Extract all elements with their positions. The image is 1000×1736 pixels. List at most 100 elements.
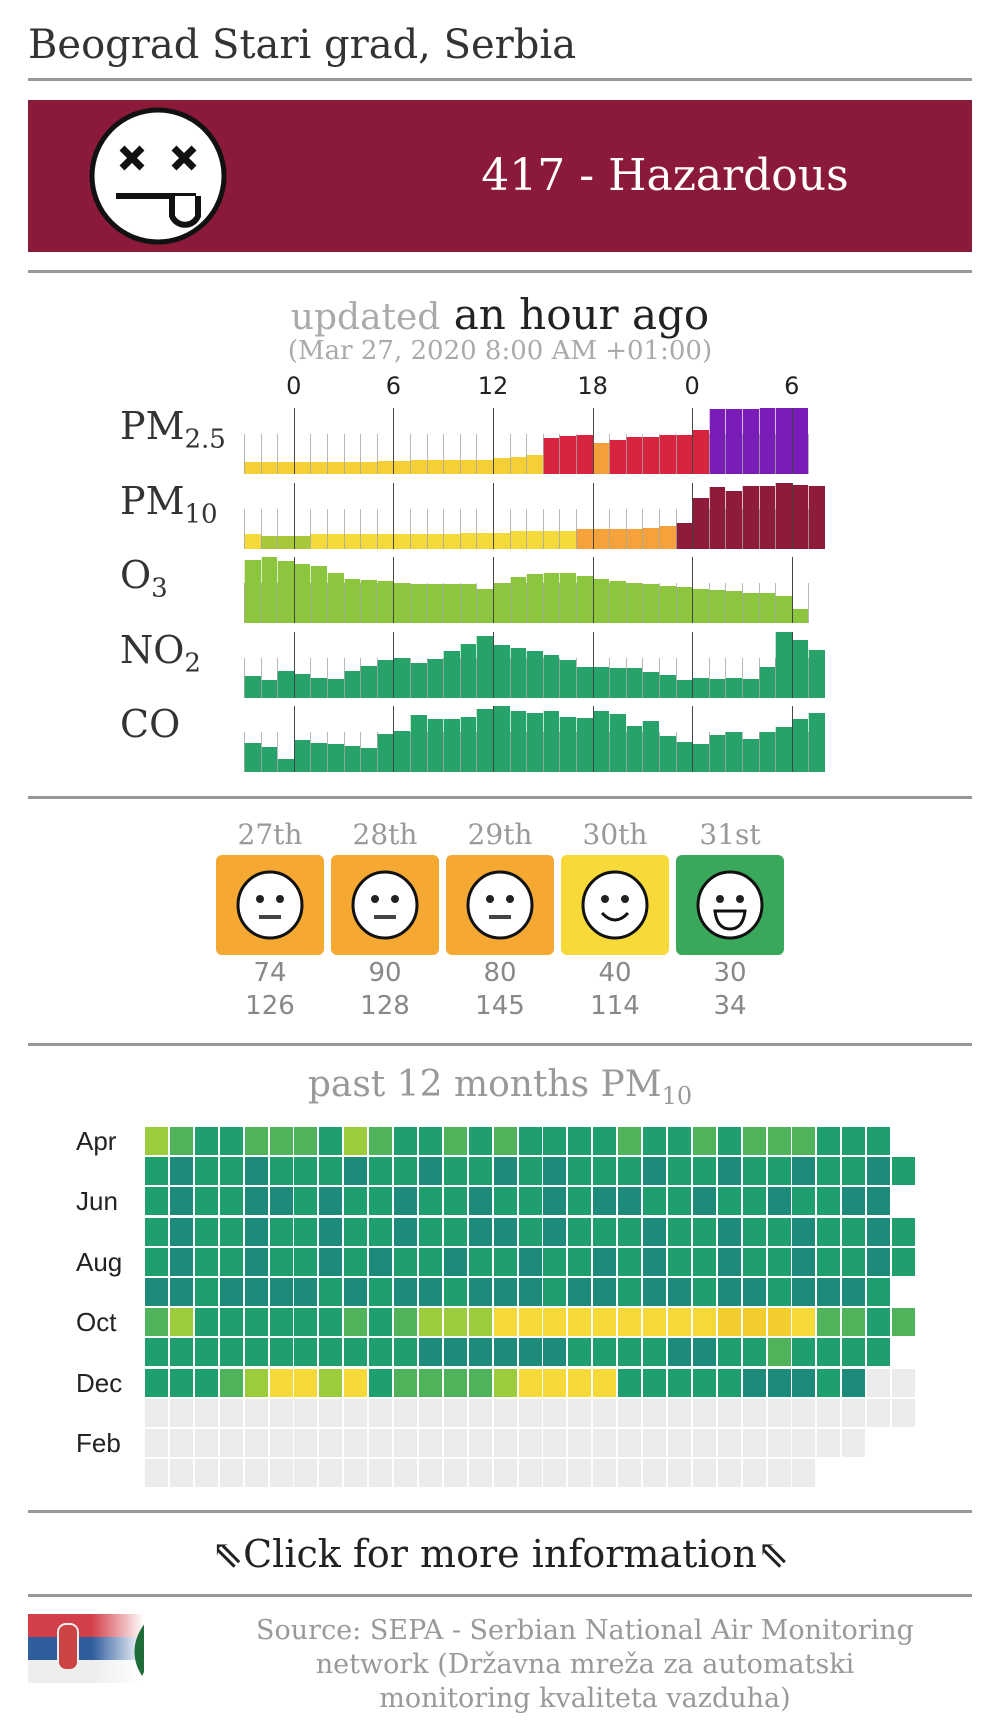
hour-minor-tick bbox=[742, 583, 743, 623]
heatmap-cell bbox=[792, 1217, 816, 1246]
forecast-day-box[interactable] bbox=[676, 855, 784, 955]
hourly-bar bbox=[277, 535, 294, 549]
hourly-bar bbox=[426, 534, 444, 549]
forecast-day-box[interactable] bbox=[216, 855, 324, 955]
heatmap-cell bbox=[269, 1157, 293, 1186]
hour-minor-tick bbox=[758, 658, 760, 698]
heatmap-cell bbox=[618, 1338, 642, 1367]
hourly-bar bbox=[376, 461, 394, 474]
heatmap-cell bbox=[468, 1429, 492, 1457]
heatmap-cell bbox=[294, 1368, 318, 1397]
heatmap-cell bbox=[418, 1278, 442, 1306]
heatmap-cell bbox=[543, 1278, 567, 1306]
hour-minor-tick bbox=[244, 583, 245, 623]
hour-minor-tick bbox=[659, 583, 660, 623]
heatmap-cell bbox=[717, 1368, 741, 1397]
forecast-day-box[interactable] bbox=[331, 855, 439, 955]
heatmap-cell bbox=[543, 1247, 567, 1276]
hour-minor-tick bbox=[625, 732, 627, 772]
hour-minor-tick bbox=[509, 583, 511, 623]
hourly-bar bbox=[277, 758, 294, 772]
hourly-bar bbox=[692, 588, 709, 623]
hourly-bar bbox=[310, 534, 327, 549]
heatmap-cell bbox=[518, 1157, 542, 1186]
month-label: Feb bbox=[76, 1428, 121, 1458]
hour-minor-tick bbox=[260, 509, 262, 549]
hour-minor-tick bbox=[244, 434, 245, 474]
heatmap-cell bbox=[418, 1127, 442, 1155]
neutral-face-icon bbox=[236, 870, 304, 940]
hourly-bar bbox=[725, 491, 742, 549]
heatmap-cell bbox=[219, 1217, 243, 1246]
heatmap-cell bbox=[667, 1338, 691, 1367]
heatmap-cell bbox=[493, 1459, 517, 1488]
heatmap-cell bbox=[493, 1429, 517, 1457]
heatmap-cell bbox=[369, 1459, 393, 1488]
hour-minor-tick bbox=[476, 732, 478, 772]
updated-prefix: updated bbox=[290, 297, 441, 338]
heatmap-cell bbox=[169, 1217, 193, 1246]
heatmap-cell bbox=[418, 1398, 442, 1427]
hourly-bar bbox=[393, 534, 410, 549]
heatmap-cell bbox=[369, 1247, 393, 1276]
heatmap-cell bbox=[792, 1398, 816, 1427]
hour-minor-tick bbox=[542, 732, 544, 772]
hour-minor-tick bbox=[576, 658, 577, 698]
heatmap-cell bbox=[892, 1217, 915, 1246]
hour-minor-tick bbox=[775, 509, 777, 549]
heatmap-cell bbox=[618, 1127, 642, 1155]
heatmap-cell bbox=[667, 1278, 691, 1306]
hour-minor-tick bbox=[526, 583, 528, 623]
hour-minor-tick bbox=[576, 509, 577, 549]
heatmap-cell bbox=[593, 1217, 617, 1246]
heatmap-cell bbox=[443, 1398, 467, 1427]
hourly-bar bbox=[742, 739, 759, 772]
heatmap-cell bbox=[568, 1368, 592, 1397]
hour-minor-tick bbox=[343, 509, 345, 549]
heatmap-cell bbox=[194, 1459, 218, 1488]
neutral-face-icon bbox=[466, 870, 534, 940]
heatmap-cell bbox=[244, 1368, 268, 1397]
hour-minor-tick bbox=[775, 434, 777, 474]
forecast-day-box[interactable] bbox=[561, 855, 669, 955]
hourly-bar bbox=[791, 640, 809, 698]
hourly-bar bbox=[609, 713, 626, 772]
hourly-bar bbox=[625, 668, 643, 698]
hour-minor-tick bbox=[426, 434, 428, 474]
forecast-day-box[interactable] bbox=[446, 855, 554, 955]
hourly-bar bbox=[426, 459, 444, 474]
hourly-bar bbox=[293, 740, 311, 772]
forecast-pm10: 114 bbox=[590, 991, 640, 1021]
heatmap-cell bbox=[244, 1217, 268, 1246]
heatmap-cell bbox=[443, 1247, 467, 1276]
hourly-bar bbox=[410, 662, 427, 698]
hourly-bar bbox=[708, 679, 726, 698]
hour-minor-tick bbox=[725, 658, 727, 698]
hour-minor-tick bbox=[277, 658, 279, 698]
hour-minor-tick bbox=[808, 509, 810, 549]
hourly-bar bbox=[742, 486, 759, 549]
heatmap-cell bbox=[568, 1338, 592, 1367]
hourly-bar bbox=[642, 672, 659, 698]
hourly-bar bbox=[609, 581, 626, 623]
heatmap-cell bbox=[792, 1429, 816, 1457]
heatmap-cell bbox=[518, 1368, 542, 1397]
heatmap-cell bbox=[643, 1308, 666, 1337]
hour-minor-tick bbox=[327, 583, 328, 623]
heatmap-cell bbox=[643, 1429, 666, 1457]
aqi-banner[interactable]: 417 - Hazardous bbox=[28, 100, 972, 252]
hourly-bar bbox=[642, 437, 659, 474]
cursor-icon: ⇖ bbox=[211, 1532, 244, 1576]
heatmap-cell bbox=[767, 1278, 791, 1306]
heatmap-cell bbox=[194, 1308, 218, 1337]
hourly-bar bbox=[426, 719, 444, 772]
hourly-bar bbox=[526, 574, 543, 623]
heatmap-cell bbox=[145, 1308, 168, 1337]
hour-minor-tick bbox=[758, 732, 760, 772]
source-text[interactable]: Source: SEPA - Serbian National Air Moni… bbox=[205, 1614, 965, 1716]
hourly-bar bbox=[675, 680, 693, 698]
heatmap-cell bbox=[394, 1308, 417, 1337]
hour-minor-tick bbox=[675, 583, 677, 623]
more-info-link[interactable]: ⇖Click for more information⇖ bbox=[0, 1532, 1000, 1576]
hourly-bar bbox=[509, 648, 527, 698]
